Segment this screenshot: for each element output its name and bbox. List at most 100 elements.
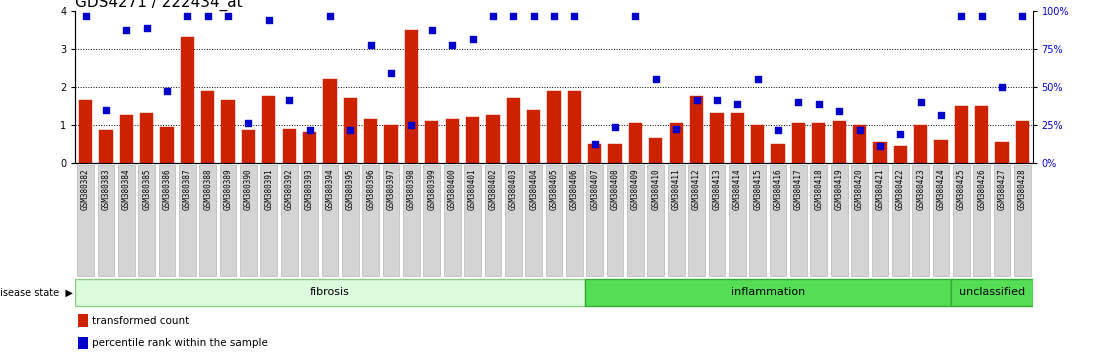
Text: GSM380417: GSM380417 [794,169,803,210]
Text: GSM380398: GSM380398 [407,169,416,210]
Text: GSM380428: GSM380428 [1018,169,1027,210]
Point [892,131,910,137]
Bar [506,98,520,163]
Text: GSM380415: GSM380415 [753,169,762,210]
Bar [1016,121,1029,163]
Bar [465,117,479,163]
FancyBboxPatch shape [953,165,970,275]
Text: GSM380416: GSM380416 [773,169,782,210]
Bar [78,314,89,327]
FancyBboxPatch shape [1014,165,1030,275]
Text: GSM380412: GSM380412 [692,169,701,210]
FancyBboxPatch shape [951,279,1033,307]
Bar [873,142,886,163]
Bar [140,113,153,163]
Point [871,143,889,149]
Text: fibrosis: fibrosis [310,287,350,297]
Text: GDS4271 / 222434_at: GDS4271 / 222434_at [75,0,243,11]
Bar [710,113,724,163]
Text: GSM380424: GSM380424 [936,169,945,210]
Point [280,97,298,103]
Text: GSM380427: GSM380427 [997,169,1006,210]
Text: GSM380406: GSM380406 [570,169,578,210]
FancyBboxPatch shape [627,165,644,275]
FancyBboxPatch shape [117,165,134,275]
Text: GSM380387: GSM380387 [183,169,192,210]
Bar [914,125,927,163]
Point [749,76,767,82]
Text: GSM380407: GSM380407 [591,169,599,210]
Point [198,13,216,19]
Bar [79,100,92,163]
Text: GSM380385: GSM380385 [142,169,151,210]
FancyBboxPatch shape [179,165,196,275]
Point [137,25,155,30]
FancyBboxPatch shape [851,165,868,275]
FancyBboxPatch shape [98,165,114,275]
Bar [222,100,235,163]
Text: percentile rank within the sample: percentile rank within the sample [92,338,268,348]
FancyBboxPatch shape [403,165,420,275]
Text: GSM380392: GSM380392 [285,169,294,210]
Bar [975,106,988,163]
FancyBboxPatch shape [260,165,277,275]
FancyBboxPatch shape [647,165,664,275]
Point [688,97,706,103]
Point [402,122,420,127]
Point [586,141,604,147]
FancyBboxPatch shape [301,165,318,275]
Point [76,13,94,19]
FancyBboxPatch shape [607,165,624,275]
Point [484,13,502,19]
Bar [832,121,845,163]
Text: unclassified: unclassified [958,287,1025,297]
Text: GSM380399: GSM380399 [428,169,437,210]
FancyBboxPatch shape [240,165,257,275]
Point [525,13,543,19]
Point [1014,13,1032,19]
Text: GSM380408: GSM380408 [611,169,619,210]
FancyBboxPatch shape [729,165,746,275]
Text: GSM380391: GSM380391 [265,169,274,210]
Text: GSM380422: GSM380422 [895,169,905,210]
FancyBboxPatch shape [321,165,338,275]
FancyBboxPatch shape [423,165,440,275]
Text: GSM380389: GSM380389 [224,169,233,210]
Point [117,27,135,33]
Bar [425,121,439,163]
Point [647,76,665,82]
Text: GSM380403: GSM380403 [509,169,517,210]
Text: GSM380413: GSM380413 [712,169,721,210]
Bar [365,119,378,163]
Point [728,101,746,107]
FancyBboxPatch shape [219,165,236,275]
FancyBboxPatch shape [831,165,848,275]
Bar [181,37,194,163]
Point [463,36,481,42]
Text: GSM380386: GSM380386 [163,169,172,210]
Text: GSM380396: GSM380396 [366,169,376,210]
Bar [445,119,459,163]
FancyBboxPatch shape [688,165,705,275]
FancyBboxPatch shape [933,165,950,275]
FancyBboxPatch shape [280,165,298,275]
Point [545,13,563,19]
Point [953,13,971,19]
FancyBboxPatch shape [75,279,585,307]
Point [667,126,685,131]
Bar [100,131,113,163]
FancyBboxPatch shape [382,165,399,275]
FancyBboxPatch shape [545,165,563,275]
Point [362,42,380,48]
Text: inflammation: inflammation [731,287,806,297]
FancyBboxPatch shape [790,165,807,275]
Text: GSM380401: GSM380401 [468,169,478,210]
Bar [771,144,784,163]
Text: GSM380421: GSM380421 [875,169,884,210]
FancyBboxPatch shape [464,165,481,275]
FancyBboxPatch shape [525,165,542,275]
Point [973,13,991,19]
Text: GSM380383: GSM380383 [102,169,111,210]
Text: disease state  ▶: disease state ▶ [0,287,73,297]
Text: GSM380395: GSM380395 [346,169,355,210]
